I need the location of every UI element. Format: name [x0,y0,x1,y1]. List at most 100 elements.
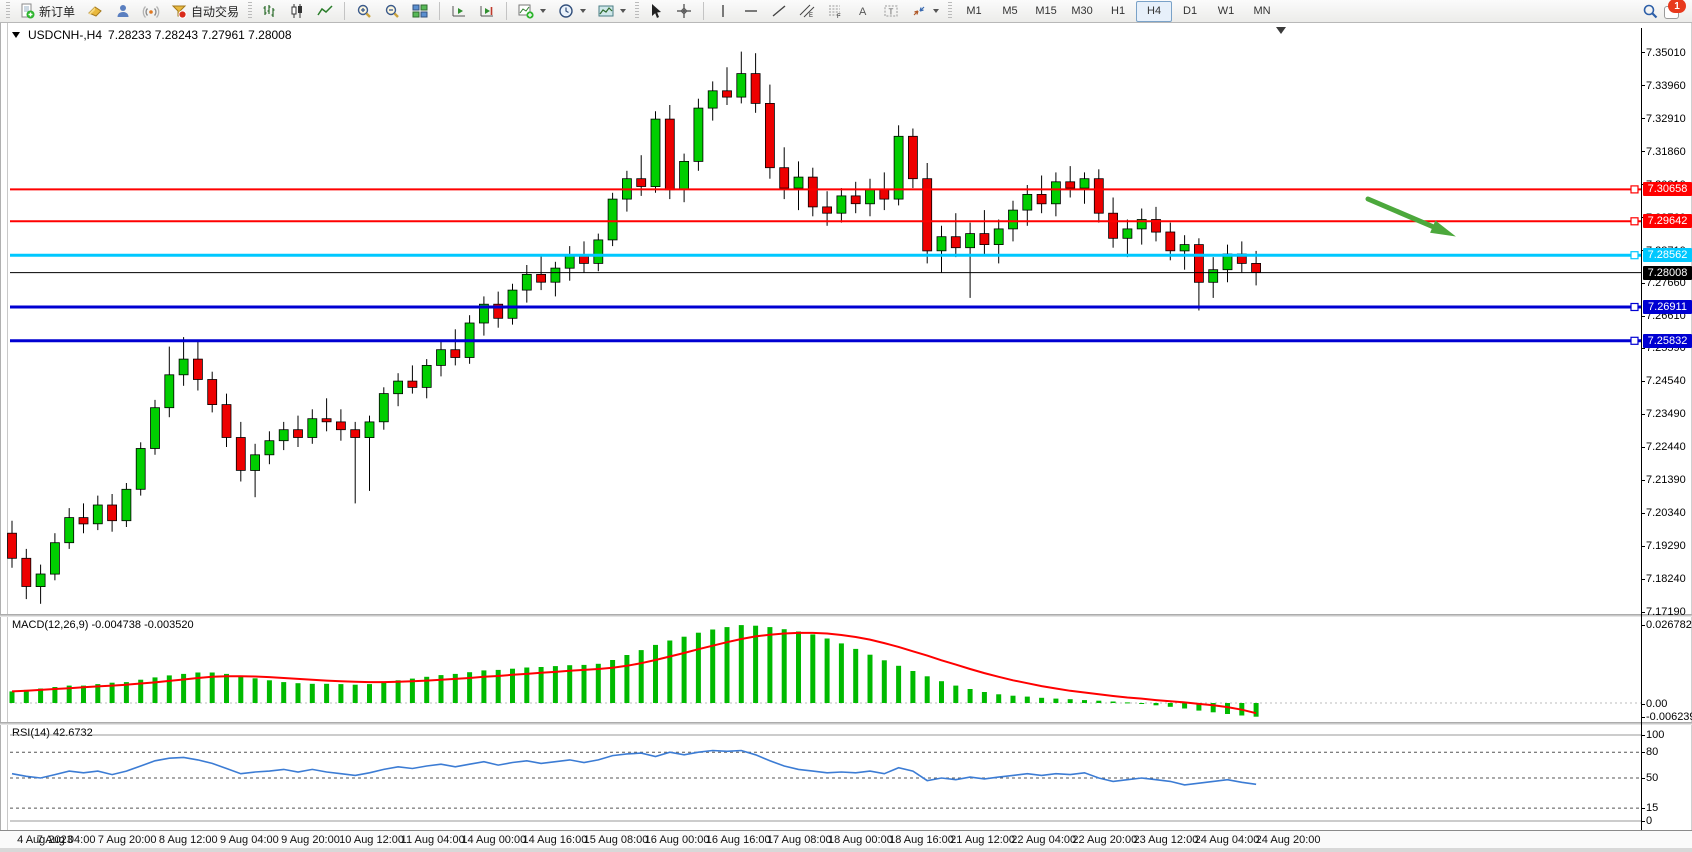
candle-body [221,404,232,438]
macd-bar [409,678,415,703]
crosshair-button[interactable] [671,0,697,22]
zoom-out-button[interactable] [379,0,405,22]
macd-bar [767,627,773,703]
macd-bar [224,673,229,703]
symbol-dropdown-icon[interactable] [12,32,20,38]
price-tick-label: 7.19290 [1646,540,1686,553]
candle-body [636,178,647,187]
time-axis-label: 22 Aug 04:00 [1011,834,1077,846]
line-chart-button[interactable] [312,0,338,22]
horizontal-line-tool-button[interactable] [738,0,764,22]
panel-separator[interactable] [0,614,1692,617]
time-axis-label: 15 Aug 08:00 [583,834,649,846]
periods-button[interactable] [553,0,591,22]
indicators-caret-icon [540,9,547,13]
macd-axis-label: -0.006239 [1646,711,1692,723]
macd-bar [195,672,201,703]
macd-bar [1082,700,1087,703]
timeframe-H4[interactable]: H4 [1136,0,1173,22]
panel-separator[interactable] [0,722,1692,725]
templates-button[interactable] [593,0,631,22]
macd-bar [266,680,272,703]
candle-body [478,303,489,324]
candle-body [922,178,933,252]
price-tick-dash [1641,545,1645,547]
macd-bar [567,665,573,703]
macd-bar [896,665,902,703]
rsi-axis-label: 15 [1646,802,1659,815]
line-price-label: 7.29642 [1643,214,1692,229]
fibonacci-tool-button[interactable]: F [822,0,848,22]
trend-arrow-annotation[interactable] [1365,196,1456,237]
candle-body [779,167,790,189]
navigator-button[interactable] [110,0,136,22]
trendline-tool-button[interactable] [766,0,792,22]
chart-shift-button[interactable] [474,0,500,22]
macd-bar [381,682,387,703]
text-tool-button[interactable]: A [850,0,876,22]
new-order-label: 新订单 [39,4,76,19]
horizontal-line-7.25832[interactable] [10,336,1641,345]
horizontal-line-7.29642[interactable] [10,217,1641,226]
candle-body [407,380,418,388]
macd-bar [653,644,658,703]
macd-bar [352,684,358,703]
indicators-button[interactable] [513,0,551,22]
macd-bar [581,664,587,703]
vertical-line-tool-button[interactable] [710,0,736,22]
bar-chart-button[interactable] [256,0,282,22]
candle-body [893,135,904,200]
auto-trading-icon [171,3,187,19]
timeframe-H1[interactable]: H1 [1111,5,1126,17]
tile-windows-button[interactable] [407,0,433,22]
market-watch-button[interactable] [82,0,108,22]
candle-body [321,418,332,423]
macd-bar [738,625,744,703]
notifications-button[interactable]: 1 [1664,0,1686,19]
timeframe-MN[interactable]: MN [1253,5,1271,17]
timeframe-W1[interactable]: W1 [1217,5,1235,17]
timeframe-D1[interactable]: D1 [1183,5,1198,17]
cursor-button[interactable] [643,0,669,22]
candle-body [150,407,160,449]
chart-shift-icon [479,3,495,19]
candle-body [421,364,432,388]
candlestick-chart-button[interactable] [284,0,310,22]
macd-bar [138,679,144,703]
candle-body [121,488,132,522]
toolbar-grip[interactable] [6,2,10,20]
zoom-in-button[interactable] [351,0,377,22]
time-axis-label: 22 Aug 20:00 [1072,834,1138,846]
new-order-button[interactable]: 新订单 [14,0,80,22]
chart-shift-marker[interactable] [1276,27,1286,34]
equidistant-channel-tool-button[interactable]: E [794,0,820,22]
timeframe-M30[interactable]: M30 [1071,5,1093,17]
candle-body [64,517,75,544]
timeframe-M5[interactable]: M5 [1002,5,1018,17]
search-icon[interactable] [1642,3,1658,19]
timeframe-M15[interactable]: M15 [1035,5,1057,17]
timeframe-M1[interactable]: M1 [966,5,982,17]
candle-body [278,429,289,442]
price-tick-dash [1641,282,1645,284]
toolbar-grip[interactable] [635,2,640,20]
time-axis-label: 14 Aug 00:00 [461,834,527,846]
horizontal-line-7.28562[interactable] [10,251,1641,260]
time-axis[interactable] [0,830,1692,849]
horizontal-line-7.30658[interactable] [10,185,1641,194]
auto-scroll-button[interactable] [446,0,472,22]
macd-bar [853,648,859,703]
bar-chart-icon [261,3,277,19]
toolbar-grip[interactable] [248,2,253,20]
candle-body [493,303,504,319]
horizontal-line-7.26911[interactable] [10,302,1641,312]
candle-body [436,349,446,366]
macd-bar [152,677,158,703]
auto-trading-button[interactable]: 自动交易 [166,0,244,22]
arrows-tool-button[interactable] [906,0,944,22]
signals-button[interactable] [138,0,164,22]
line-price-label: 7.28562 [1643,248,1692,263]
macd-bar [595,663,601,703]
text-label-tool-button[interactable]: T [878,0,904,22]
toolbar-grip[interactable] [948,2,953,20]
